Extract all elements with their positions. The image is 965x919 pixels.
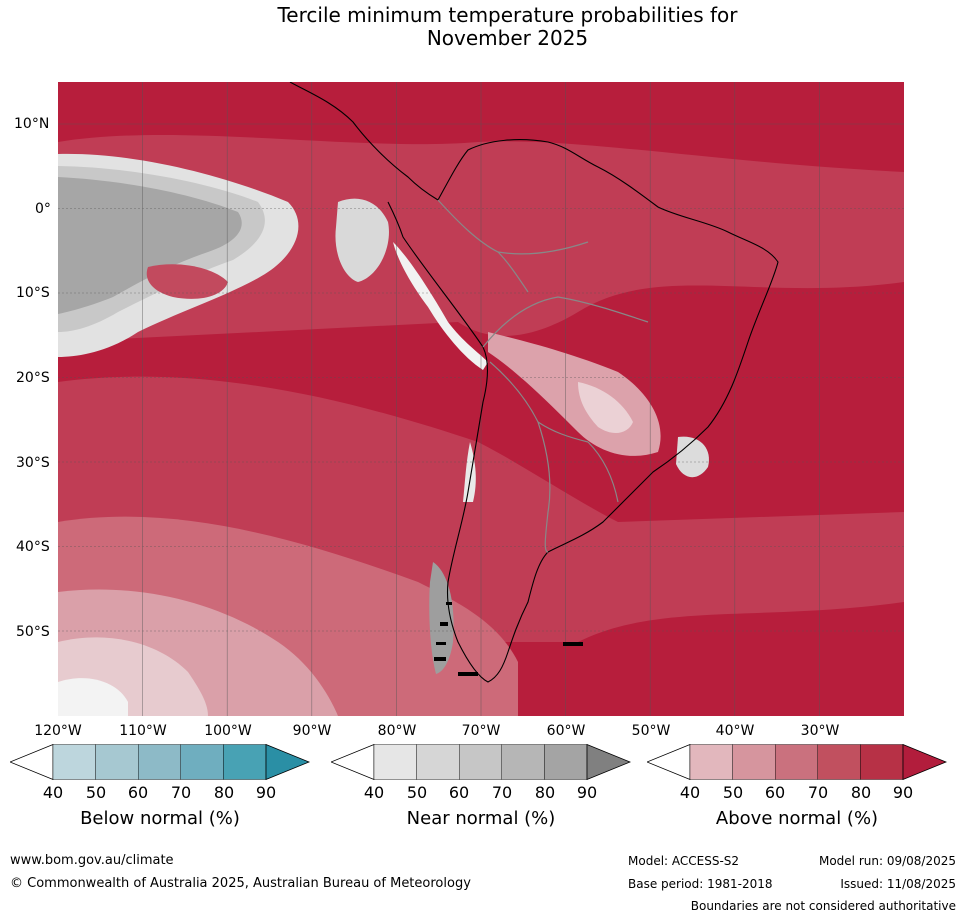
near-normal-zone-atlantic (676, 436, 709, 478)
cb-below-tick-50: 50 (85, 783, 107, 802)
colorbar-swatch (137, 744, 181, 780)
colorbar-swatch (817, 744, 861, 780)
lon-label-120w: 120°W (34, 723, 82, 739)
lat-label-10s: 10°S (16, 285, 50, 301)
colorbar-below-normal (10, 744, 310, 780)
colorbar-swatch (689, 744, 733, 780)
colorbar-swatch (95, 744, 139, 780)
footer-issued: Issued: 11/08/2025 (840, 877, 956, 891)
colorbar-swatch (416, 744, 460, 780)
lon-label-50w: 50°W (631, 723, 671, 739)
colorbar-swatch (52, 744, 96, 780)
cb-above-tick-70: 70 (807, 783, 829, 802)
colorbar-swatch (544, 744, 588, 780)
colorbar-upper-extension (902, 744, 947, 780)
colorbar-swatch (860, 744, 904, 780)
lat-label-40s: 40°S (16, 539, 50, 555)
colorbar-lower-extension (331, 744, 375, 780)
cb-below-tick-80: 80 (213, 783, 235, 802)
lon-label-80w: 80°W (377, 723, 417, 739)
above-normal-tongue (146, 264, 228, 299)
cb-above-tick-80: 80 (850, 783, 872, 802)
country-borders (437, 199, 649, 553)
lat-label-30s: 30°S (16, 455, 50, 471)
lon-label-40w: 40°W (715, 723, 755, 739)
footer-website: www.bom.gov.au/climate (10, 853, 174, 868)
colorbar-upper-extension (265, 744, 310, 780)
lon-label-90w: 90°W (292, 723, 332, 739)
lon-label-30w: 30°W (800, 723, 840, 739)
colorbar-above-normal (647, 744, 947, 780)
patagonia-islands (434, 602, 583, 676)
above-40-zone-continent (578, 382, 633, 434)
legend-title-below-normal: Below normal (%) (80, 808, 240, 829)
footer-copyright: © Commonwealth of Australia 2025, Austra… (10, 876, 471, 891)
lon-label-110w: 110°W (119, 723, 167, 739)
lon-label-60w: 60°W (546, 723, 586, 739)
cb-near-tick-50: 50 (406, 783, 428, 802)
cb-near-tick-90: 90 (576, 783, 598, 802)
lon-label-100w: 100°W (204, 723, 252, 739)
footer-base-period: Base period: 1981-2018 (628, 877, 773, 891)
lat-label-50s: 50°S (16, 624, 50, 640)
colorbar-swatch (501, 744, 545, 780)
lon-label-70w: 70°W (461, 723, 501, 739)
legend-title-above-normal: Above normal (%) (715, 808, 879, 829)
lat-label-10n: 10°N (14, 116, 50, 132)
near-normal-zone-ecuador (335, 198, 389, 282)
colorbar-swatch (373, 744, 417, 780)
cb-below-tick-40: 40 (42, 783, 64, 802)
colorbar-lower-extension (10, 744, 54, 780)
colorbar-upper-extension (586, 744, 631, 780)
cb-near-tick-80: 80 (534, 783, 556, 802)
footer-boundaries-note: Boundaries are not considered authoritat… (690, 899, 956, 913)
footer-model: Model: ACCESS-S2 (628, 854, 740, 868)
cb-above-tick-90: 90 (892, 783, 914, 802)
legend-title-near-normal: Near normal (%) (406, 808, 556, 829)
map-title-line1: Tercile minimum temperature probabilitie… (277, 3, 738, 27)
cb-near-tick-40: 40 (363, 783, 385, 802)
cb-near-tick-70: 70 (491, 783, 513, 802)
colorbar-swatch (180, 744, 224, 780)
cb-near-tick-60: 60 (448, 783, 470, 802)
probability-map (58, 82, 904, 716)
footer-model-run: Model run: 09/08/2025 (818, 854, 956, 868)
colorbar-lower-extension (647, 744, 691, 780)
lat-label-0: 0° (35, 201, 51, 217)
cb-below-tick-60: 60 (127, 783, 149, 802)
cb-above-tick-50: 50 (722, 783, 744, 802)
map-title: Tercile minimum temperature probabilitie… (0, 4, 965, 50)
coastline-south-america (289, 82, 779, 683)
colorbar-swatch (732, 744, 776, 780)
colorbar-near-normal (331, 744, 631, 780)
graticule (58, 82, 904, 716)
cb-above-tick-60: 60 (764, 783, 786, 802)
cb-below-tick-90: 90 (255, 783, 277, 802)
map-title-line2: November 2025 (426, 26, 589, 50)
colorbar-swatch (774, 744, 818, 780)
colorbar-swatch (223, 744, 267, 780)
andes-strip-south (463, 442, 476, 502)
cb-below-tick-70: 70 (170, 783, 192, 802)
white-zone-sw (58, 678, 128, 716)
cb-above-tick-40: 40 (679, 783, 701, 802)
colorbar-swatch (458, 744, 502, 780)
lat-label-20s: 20°S (16, 370, 50, 386)
andes-strip (393, 242, 488, 370)
near-normal-80-zone (58, 177, 242, 314)
